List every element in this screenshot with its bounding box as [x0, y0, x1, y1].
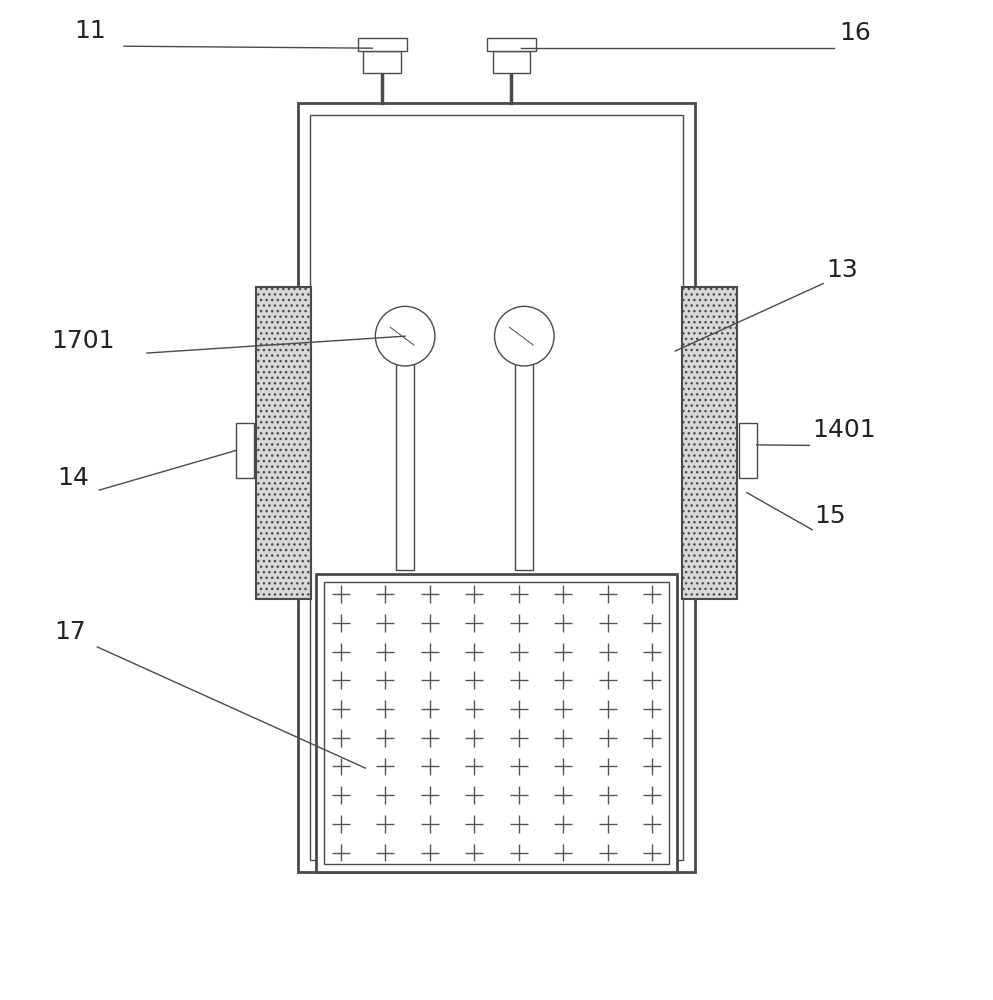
- Text: 17: 17: [55, 620, 86, 644]
- Bar: [396, 336, 414, 570]
- Circle shape: [375, 306, 435, 366]
- Bar: [682, 287, 737, 599]
- Text: 1401: 1401: [812, 418, 876, 442]
- Text: 14: 14: [58, 466, 89, 490]
- Bar: [236, 423, 254, 478]
- Bar: [493, 51, 530, 73]
- Text: 16: 16: [839, 21, 871, 45]
- Bar: [363, 51, 401, 73]
- Text: 11: 11: [74, 19, 106, 43]
- Bar: [324, 582, 669, 864]
- Text: 1701: 1701: [52, 329, 115, 353]
- Bar: [739, 423, 757, 478]
- Text: 15: 15: [814, 504, 846, 528]
- Bar: [316, 574, 677, 872]
- Text: 13: 13: [826, 258, 858, 282]
- Bar: [298, 103, 695, 872]
- Bar: [310, 115, 683, 860]
- Bar: [256, 287, 311, 599]
- Circle shape: [495, 306, 554, 366]
- Bar: [357, 38, 407, 51]
- Bar: [487, 38, 536, 51]
- Bar: [515, 336, 533, 570]
